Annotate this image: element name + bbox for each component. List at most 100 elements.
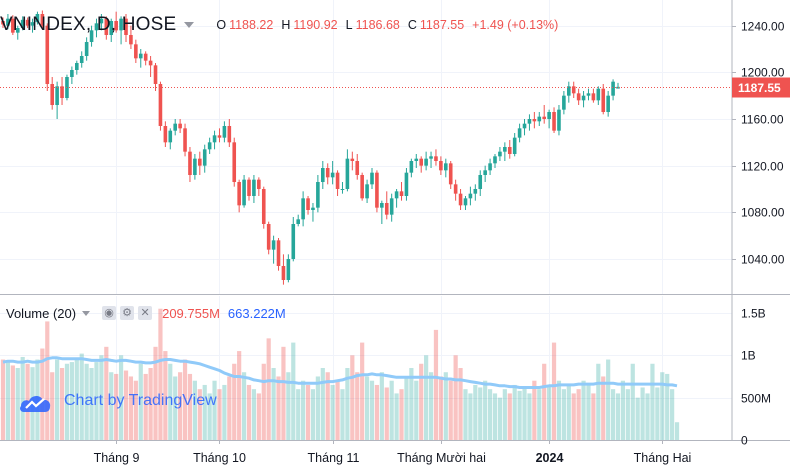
candle-body: [84, 42, 89, 56]
price-tick-label: 1080.00: [741, 206, 785, 220]
volume-bar: [660, 372, 665, 440]
tradingview-branding[interactable]: Chart by TradingView: [18, 388, 217, 414]
candle-body: [129, 35, 133, 45]
price-axis-labels: 1040.00 1080.00 1120.00 1160.00 1200.00 1240.…: [732, 20, 785, 267]
candle: [212, 130, 217, 150]
candle-body: [153, 65, 158, 84]
candle-body: [463, 198, 468, 206]
candle: [537, 112, 542, 126]
candle: [237, 179, 241, 213]
candle: [35, 11, 40, 25]
time-tick-label: 2024: [536, 451, 564, 465]
candle: [1, 17, 5, 28]
candle: [148, 56, 153, 77]
candle: [6, 14, 10, 30]
volume-bar: [301, 380, 306, 440]
volume-bar: [281, 346, 286, 440]
candle: [562, 91, 566, 115]
candle-body: [586, 93, 591, 96]
candle-body: [178, 123, 182, 129]
candle-body: [45, 25, 50, 85]
candle: [232, 137, 237, 187]
volume-bar: [320, 368, 325, 440]
volume-bar: [40, 348, 45, 440]
chevron-down-icon[interactable]: [82, 310, 91, 316]
volume-bar: [138, 363, 143, 440]
candle-body: [227, 126, 232, 143]
candle-body: [517, 128, 522, 138]
candle: [119, 16, 123, 45]
candle-body: [527, 119, 532, 124]
candle: [424, 151, 428, 171]
candle-body: [370, 172, 374, 185]
candle: [227, 119, 232, 147]
candle-body: [596, 88, 601, 101]
volume-bar: [340, 389, 345, 440]
chevron-down-icon[interactable]: [184, 22, 195, 28]
volume-bar: [178, 372, 183, 440]
candle-body: [453, 184, 458, 194]
volume-bar: [512, 384, 517, 440]
candle-body: [217, 135, 222, 138]
volume-bar: [610, 389, 616, 440]
volume-bar: [453, 355, 458, 440]
candle-body: [404, 172, 409, 196]
volume-bar: [665, 373, 670, 440]
volume-bar: [69, 362, 74, 440]
candle: [586, 88, 591, 101]
volume-bar: [118, 355, 124, 440]
volume-bar: [591, 393, 596, 440]
time-tick-label: Tháng 9: [94, 451, 140, 465]
candle-body: [94, 23, 99, 31]
candle-body: [345, 158, 350, 189]
candle: [453, 179, 458, 201]
candle: [222, 121, 227, 143]
gear-icon[interactable]: ⚙: [120, 306, 135, 320]
candle-body: [375, 172, 379, 208]
candle-body: [409, 161, 414, 173]
candle-body: [335, 172, 340, 189]
candle: [444, 158, 448, 178]
candle: [163, 121, 168, 147]
candle-body: [257, 179, 261, 189]
candle-body: [212, 135, 217, 143]
eye-icon[interactable]: ◉: [102, 306, 117, 320]
volume-title[interactable]: Volume (20): [6, 305, 77, 321]
candle: [448, 161, 453, 189]
volume-bars: [0, 308, 680, 440]
candle-body: [232, 142, 237, 182]
candle-body: [242, 179, 246, 206]
volume-bar: [187, 373, 193, 440]
candle: [94, 18, 99, 38]
volume-bar: [325, 372, 330, 440]
candle: [365, 179, 369, 203]
symbol-title[interactable]: VNINDEX, D, HOSE: [0, 14, 177, 35]
volume-bar: [128, 376, 134, 440]
candle-body: [512, 137, 517, 154]
volume-tick-label: 0: [741, 434, 748, 448]
volume-bar: [50, 372, 55, 440]
candle-body: [468, 193, 473, 199]
candle: [40, 10, 45, 28]
candle: [89, 25, 94, 47]
volume-bar: [202, 384, 207, 440]
candle-body: [163, 126, 168, 143]
volume-bar: [414, 380, 419, 440]
volume-bar: [542, 363, 547, 440]
candle: [198, 151, 202, 175]
candle: [527, 114, 532, 131]
volume-ma-value: 663.222M: [227, 305, 286, 321]
candle: [478, 170, 483, 196]
low-value: L 1186.68: [345, 18, 400, 32]
volume-bar: [104, 346, 109, 440]
candle-body: [503, 147, 507, 152]
candle-body: [99, 18, 104, 24]
candle-body: [601, 88, 606, 112]
close-icon[interactable]: ✕: [138, 306, 153, 320]
candle-body: [434, 156, 438, 161]
candle: [321, 161, 325, 189]
volume-tick-label: 1.5B: [741, 307, 766, 321]
candle: [158, 81, 163, 131]
price-tick-label: 1240.00: [741, 20, 785, 34]
